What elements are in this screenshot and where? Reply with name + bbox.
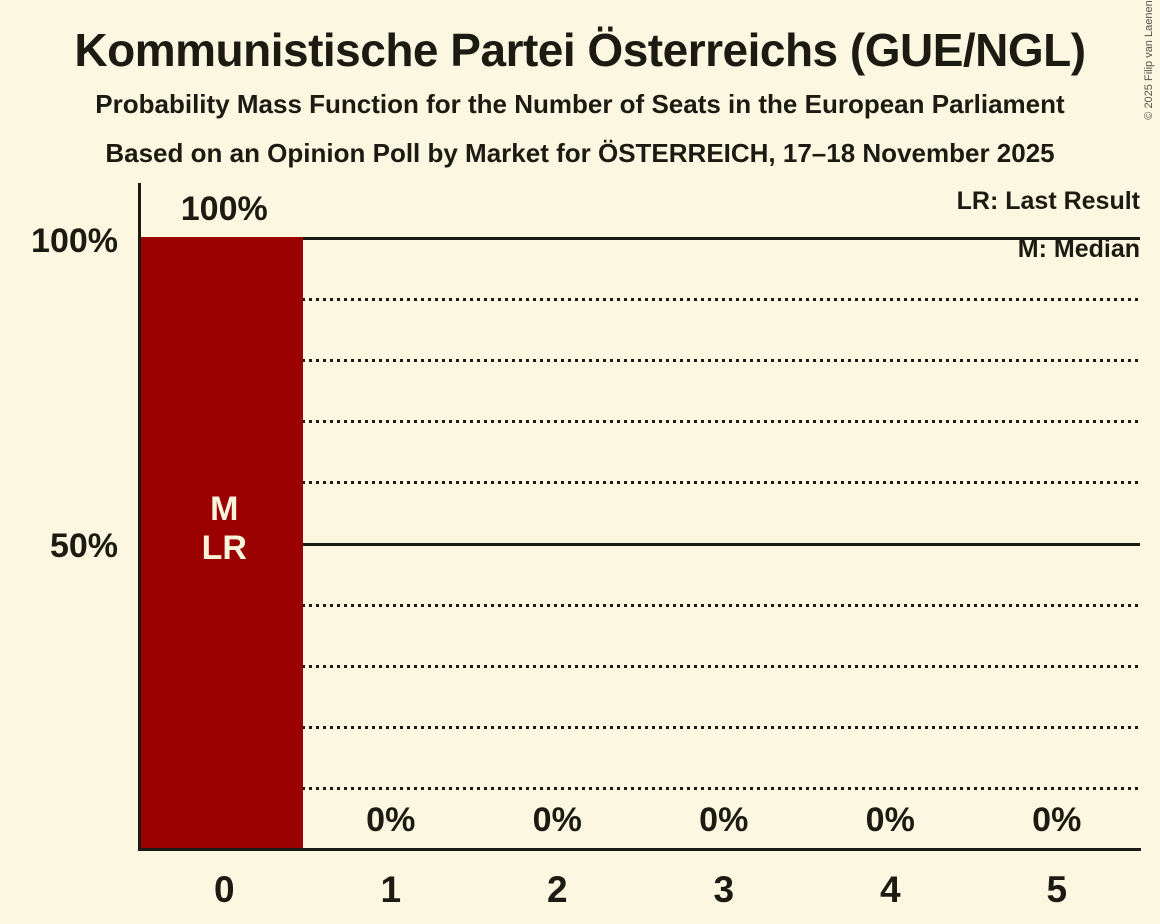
solid-gridline-50 bbox=[141, 542, 1140, 546]
bar-value-label-3: 0% bbox=[699, 801, 749, 839]
y-axis-label-100: 100% bbox=[31, 222, 118, 260]
chart-subtitle: Probability Mass Function for the Number… bbox=[95, 89, 1065, 119]
dotted-gridline-10 bbox=[141, 786, 1140, 790]
solid-gridline-100 bbox=[141, 237, 1140, 240]
x-axis-line bbox=[138, 848, 1141, 851]
dotted-gridline-40 bbox=[141, 603, 1140, 607]
legend-median: M: Median bbox=[1017, 235, 1140, 263]
dotted-gridline-20 bbox=[141, 725, 1140, 729]
bar-value-label-0: 100% bbox=[180, 190, 268, 228]
dotted-gridline-70 bbox=[141, 420, 1140, 424]
bar-seats-0 bbox=[141, 237, 303, 848]
legend-last-result: LR: Last Result bbox=[956, 187, 1140, 215]
y-axis-label-50: 50% bbox=[49, 527, 118, 565]
x-tick-label-3: 3 bbox=[713, 869, 735, 910]
dotted-gridline-30 bbox=[141, 664, 1140, 668]
bar-value-label-2: 0% bbox=[532, 801, 582, 839]
x-tick-label-0: 0 bbox=[213, 869, 235, 910]
bar-value-label-5: 0% bbox=[1032, 801, 1082, 839]
chart-source-subtitle: Based on an Opinion Poll by Market for Ö… bbox=[105, 138, 1055, 168]
chart-title: Kommunistische Partei Österreichs (GUE/N… bbox=[74, 24, 1086, 76]
x-tick-label-2: 2 bbox=[546, 869, 568, 910]
bar-value-label-1: 0% bbox=[366, 801, 416, 839]
x-tick-label-4: 4 bbox=[879, 869, 901, 910]
dotted-gridline-80 bbox=[141, 359, 1140, 363]
x-tick-label-5: 5 bbox=[1046, 869, 1068, 910]
y-axis-line bbox=[138, 183, 141, 851]
bar-value-label-4: 0% bbox=[865, 801, 915, 839]
median-last-result-annotation: M LR bbox=[201, 490, 247, 567]
dotted-gridline-90 bbox=[141, 298, 1140, 302]
dotted-gridline-60 bbox=[141, 481, 1140, 485]
x-tick-label-1: 1 bbox=[380, 869, 402, 910]
